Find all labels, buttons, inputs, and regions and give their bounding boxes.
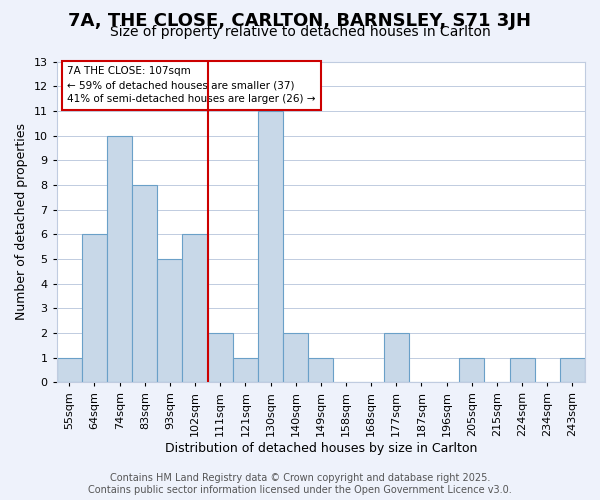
- Bar: [560, 358, 585, 382]
- Bar: [132, 185, 157, 382]
- Text: 7A THE CLOSE: 107sqm
← 59% of detached houses are smaller (37)
41% of semi-detac: 7A THE CLOSE: 107sqm ← 59% of detached h…: [67, 66, 316, 104]
- Bar: [459, 358, 484, 382]
- Text: Contains HM Land Registry data © Crown copyright and database right 2025.
Contai: Contains HM Land Registry data © Crown c…: [88, 474, 512, 495]
- Bar: [258, 111, 283, 382]
- Bar: [308, 358, 334, 382]
- Bar: [208, 333, 233, 382]
- Bar: [82, 234, 107, 382]
- Bar: [384, 333, 409, 382]
- Bar: [157, 259, 182, 382]
- X-axis label: Distribution of detached houses by size in Carlton: Distribution of detached houses by size …: [164, 442, 477, 455]
- Bar: [283, 333, 308, 382]
- Bar: [107, 136, 132, 382]
- Text: 7A, THE CLOSE, CARLTON, BARNSLEY, S71 3JH: 7A, THE CLOSE, CARLTON, BARNSLEY, S71 3J…: [68, 12, 532, 30]
- Bar: [509, 358, 535, 382]
- Text: Size of property relative to detached houses in Carlton: Size of property relative to detached ho…: [110, 25, 490, 39]
- Y-axis label: Number of detached properties: Number of detached properties: [15, 124, 28, 320]
- Bar: [182, 234, 208, 382]
- Bar: [233, 358, 258, 382]
- Bar: [57, 358, 82, 382]
